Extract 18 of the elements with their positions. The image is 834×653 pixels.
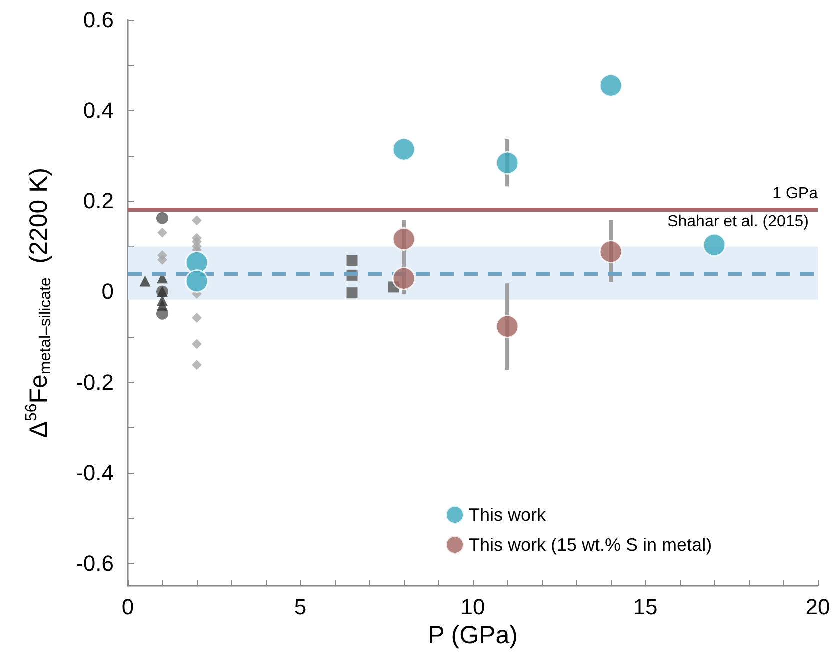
x-tick-label: 0 xyxy=(122,594,134,620)
band-label: Shahar et al. (2015) xyxy=(668,213,809,230)
y-tick-label: -0.4 xyxy=(76,460,114,486)
y-tick-label: 0 xyxy=(102,279,114,304)
y-tick-label: 0.6 xyxy=(83,8,114,32)
x-tick-label: 5 xyxy=(294,594,307,620)
y-axis-title: Δ56Femetal–silicate (2200 K) xyxy=(24,168,54,438)
x-tick-label: 20 xyxy=(806,594,830,620)
x-tick-label: 15 xyxy=(633,594,658,620)
legend-label: This work (15 wt.% S in metal) xyxy=(469,535,712,555)
x-axis-title: P (GPa) xyxy=(428,622,518,650)
y-tick-label: 0.2 xyxy=(83,188,114,214)
y-tick-label: -0.6 xyxy=(76,550,114,576)
y-tick-label: 0.4 xyxy=(83,98,114,124)
ref-line-label: 1 GPa xyxy=(772,186,818,203)
y-tick-label: -0.2 xyxy=(76,370,114,395)
x-tick-label: 10 xyxy=(460,594,486,620)
legend-label: This work xyxy=(469,505,548,525)
